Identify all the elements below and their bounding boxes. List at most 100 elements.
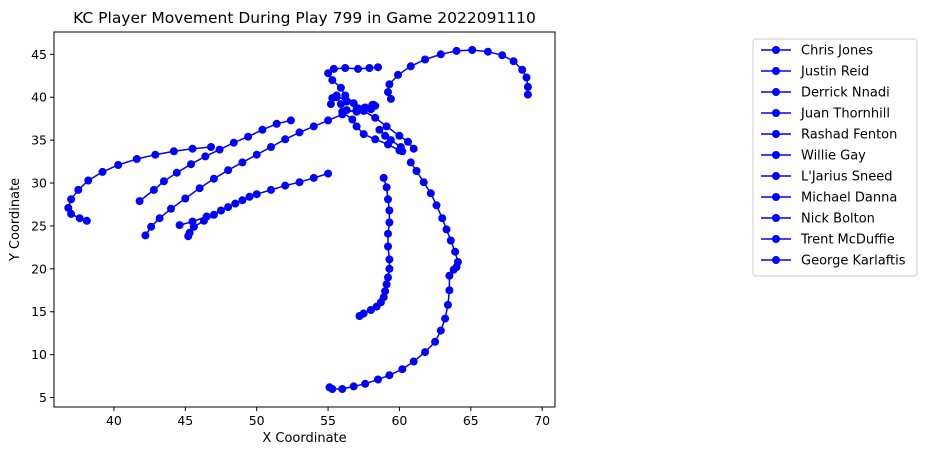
data-point bbox=[217, 206, 225, 215]
data-point bbox=[396, 143, 405, 151]
data-point bbox=[445, 271, 454, 280]
legend-item: George Karlaftis bbox=[761, 254, 906, 269]
data-point bbox=[384, 88, 392, 97]
data-point bbox=[349, 382, 358, 391]
data-point bbox=[149, 185, 158, 194]
series-6 bbox=[324, 63, 418, 153]
data-point bbox=[341, 91, 350, 100]
data-point bbox=[309, 173, 318, 182]
x-tick-label: 60 bbox=[391, 413, 407, 428]
data-point bbox=[406, 62, 415, 71]
data-point bbox=[67, 209, 76, 218]
data-point bbox=[384, 273, 392, 282]
legend-marker bbox=[772, 67, 780, 75]
data-point bbox=[224, 166, 233, 175]
data-point bbox=[381, 287, 390, 296]
y-tick-label: 30 bbox=[31, 176, 47, 191]
series-line bbox=[387, 49, 529, 100]
legend-marker bbox=[772, 109, 780, 117]
data-point bbox=[382, 183, 391, 192]
data-point bbox=[135, 197, 144, 206]
data-point bbox=[64, 203, 73, 212]
data-point bbox=[281, 135, 290, 144]
data-point bbox=[272, 119, 281, 128]
data-point bbox=[202, 212, 211, 221]
legend-label: Derrick Nnadi bbox=[801, 86, 890, 101]
data-point bbox=[409, 357, 418, 366]
data-point bbox=[449, 265, 458, 274]
data-point bbox=[188, 217, 197, 226]
legend-label: Michael Danna bbox=[801, 191, 897, 206]
legend-marker bbox=[772, 193, 780, 201]
data-point bbox=[381, 131, 390, 140]
data-point bbox=[348, 115, 357, 124]
data-point bbox=[443, 300, 452, 309]
data-point bbox=[245, 192, 254, 201]
data-point bbox=[336, 100, 345, 109]
data-point bbox=[195, 184, 204, 193]
x-tick-label: 45 bbox=[177, 413, 193, 428]
data-point bbox=[379, 173, 388, 182]
legend-item: Willie Gay bbox=[761, 149, 866, 164]
data-point bbox=[267, 143, 275, 151]
x-tick-label: 55 bbox=[320, 413, 336, 428]
data-point bbox=[355, 312, 364, 320]
data-point bbox=[384, 242, 392, 251]
series-5 bbox=[325, 271, 454, 393]
data-point bbox=[207, 143, 215, 151]
data-point bbox=[258, 125, 267, 134]
data-point bbox=[451, 247, 460, 256]
data-point bbox=[187, 160, 195, 169]
data-point bbox=[385, 80, 394, 89]
data-point bbox=[82, 216, 91, 225]
y-tick-label: 40 bbox=[31, 90, 47, 105]
data-point bbox=[324, 69, 333, 78]
data-point bbox=[409, 144, 418, 153]
x-tick-label: 40 bbox=[106, 413, 122, 428]
data-point bbox=[419, 178, 428, 187]
series-layer bbox=[64, 46, 532, 393]
series-7 bbox=[184, 169, 333, 241]
data-point bbox=[295, 178, 304, 187]
data-point bbox=[412, 167, 421, 175]
series-10 bbox=[64, 143, 215, 225]
data-point bbox=[238, 158, 247, 167]
y-tick-label: 45 bbox=[31, 47, 47, 62]
data-point bbox=[167, 204, 175, 213]
data-point bbox=[181, 194, 190, 203]
y-tick-label: 35 bbox=[31, 133, 47, 148]
data-point bbox=[384, 195, 392, 204]
legend-marker bbox=[772, 130, 780, 138]
data-point bbox=[523, 90, 532, 99]
legend-item: Justin Reid bbox=[761, 65, 869, 80]
legend-label: Justin Reid bbox=[800, 65, 869, 80]
data-point bbox=[324, 169, 333, 178]
y-tick-label: 5 bbox=[39, 390, 47, 405]
legend-item: Chris Jones bbox=[761, 44, 873, 59]
legend-item: Michael Danna bbox=[761, 191, 897, 206]
series-line bbox=[187, 172, 329, 237]
data-point bbox=[352, 105, 361, 114]
data-point bbox=[436, 50, 445, 59]
data-point bbox=[374, 63, 382, 72]
data-point bbox=[155, 214, 164, 223]
data-point bbox=[184, 232, 193, 241]
series-9 bbox=[135, 116, 295, 206]
data-point bbox=[483, 47, 492, 56]
series-8 bbox=[141, 100, 377, 240]
y-tick-label: 25 bbox=[31, 218, 47, 233]
legend: Chris Jones Justin Reid Derrick Nnadi Juan … bbox=[752, 38, 918, 277]
series-line bbox=[410, 161, 459, 271]
data-point bbox=[365, 64, 374, 72]
data-point bbox=[426, 189, 435, 198]
data-point bbox=[404, 137, 412, 146]
x-tick-label: 65 bbox=[463, 413, 479, 428]
data-point bbox=[446, 236, 455, 245]
data-point bbox=[151, 150, 160, 159]
legend-item: Nick Bolton bbox=[761, 212, 875, 227]
series-2 bbox=[384, 46, 532, 103]
data-point bbox=[386, 94, 395, 103]
data-point bbox=[385, 255, 394, 264]
legend-label: Nick Bolton bbox=[801, 212, 875, 227]
series-4 bbox=[406, 158, 462, 274]
